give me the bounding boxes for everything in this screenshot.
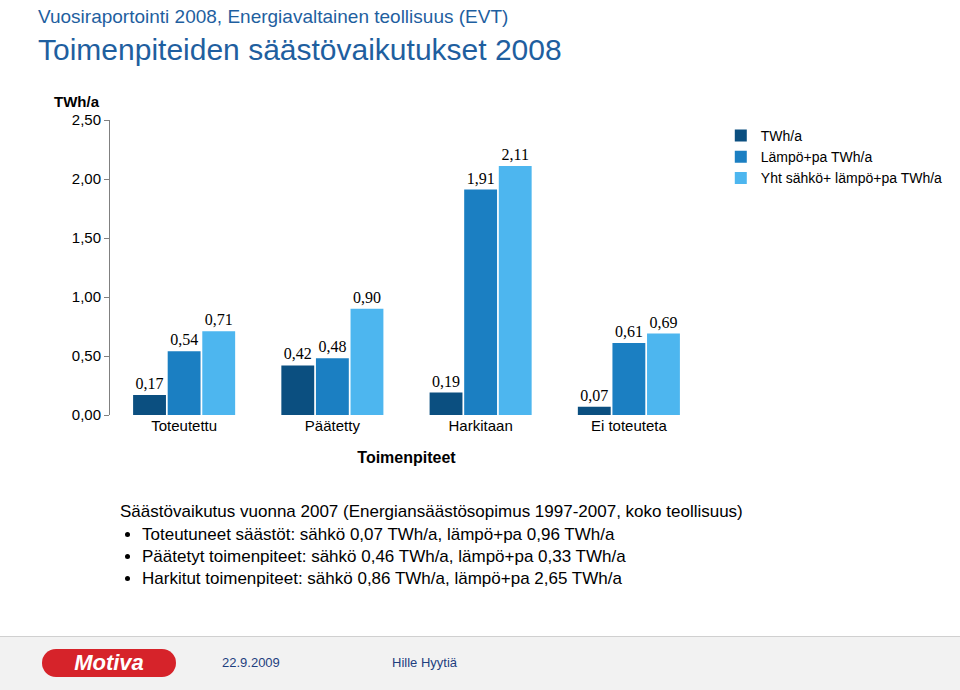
svg-text:0,90: 0,90 bbox=[353, 289, 381, 306]
svg-text:0,50: 0,50 bbox=[72, 347, 101, 364]
html-text:Motiva: Motiva bbox=[74, 650, 144, 675]
html-text:Vuosiraportointi 2008, Energia: Vuosiraportointi 2008, Energiavaltainen … bbox=[38, 6, 509, 27]
svg-text:1,91: 1,91 bbox=[467, 170, 495, 187]
html-text:22.9.2009: 22.9.2009 bbox=[222, 655, 280, 670]
svg-text:0,19: 0,19 bbox=[432, 373, 460, 390]
svg-text:0,71: 0,71 bbox=[205, 311, 233, 328]
svg-text:2,50: 2,50 bbox=[72, 111, 101, 128]
html-text:Säästövaikutus vuonna 2007 (En: Säästövaikutus vuonna 2007 (Energiansääs… bbox=[120, 502, 743, 521]
html-text:Päätetyt toimenpiteet: sähkö 0: Päätetyt toimenpiteet: sähkö 0,46 TWh/a,… bbox=[142, 547, 626, 566]
svg-text:0,61: 0,61 bbox=[615, 323, 643, 340]
html-text:Harkitut toimenpiteet: sähkö 0: Harkitut toimenpiteet: sähkö 0,86 TWh/a,… bbox=[142, 569, 622, 588]
html-text:Hille Hyytiä: Hille Hyytiä bbox=[392, 655, 457, 670]
svg-text:Yht sähkö+ lämpö+pa TWh/a: Yht sähkö+ lämpö+pa TWh/a bbox=[761, 170, 942, 186]
svg-text:Lämpö+pa TWh/a: Lämpö+pa TWh/a bbox=[761, 149, 873, 165]
svg-text:0,54: 0,54 bbox=[170, 331, 198, 348]
svg-text:0,17: 0,17 bbox=[136, 375, 164, 392]
svg-text:0,48: 0,48 bbox=[318, 338, 346, 355]
svg-text:2,11: 2,11 bbox=[502, 146, 529, 163]
svg-text:Päätetty: Päätetty bbox=[305, 417, 361, 434]
html-text:Toteutuneet säästöt: sähkö 0,0: Toteutuneet säästöt: sähkö 0,07 TWh/a, l… bbox=[142, 525, 615, 544]
html-text:Toimenpiteiden säästövaikutuks: Toimenpiteiden säästövaikutukset 2008 bbox=[38, 33, 562, 66]
svg-text:TWh/a: TWh/a bbox=[761, 128, 802, 144]
svg-text:1,00: 1,00 bbox=[72, 288, 101, 305]
svg-text:Ei toteuteta: Ei toteuteta bbox=[591, 417, 668, 434]
svg-text:Toteutettu: Toteutettu bbox=[151, 417, 217, 434]
svg-text:0,69: 0,69 bbox=[649, 314, 677, 331]
svg-text:1,50: 1,50 bbox=[72, 229, 101, 246]
svg-text:0,07: 0,07 bbox=[580, 387, 608, 404]
svg-text:0,00: 0,00 bbox=[72, 406, 101, 423]
svg-text:Harkitaan: Harkitaan bbox=[449, 417, 513, 434]
svg-text:2,00: 2,00 bbox=[72, 170, 101, 187]
svg-text:0,42: 0,42 bbox=[284, 345, 312, 362]
svg-text:TWh/a: TWh/a bbox=[54, 93, 100, 110]
svg-text:Toimenpiteet: Toimenpiteet bbox=[357, 449, 456, 466]
